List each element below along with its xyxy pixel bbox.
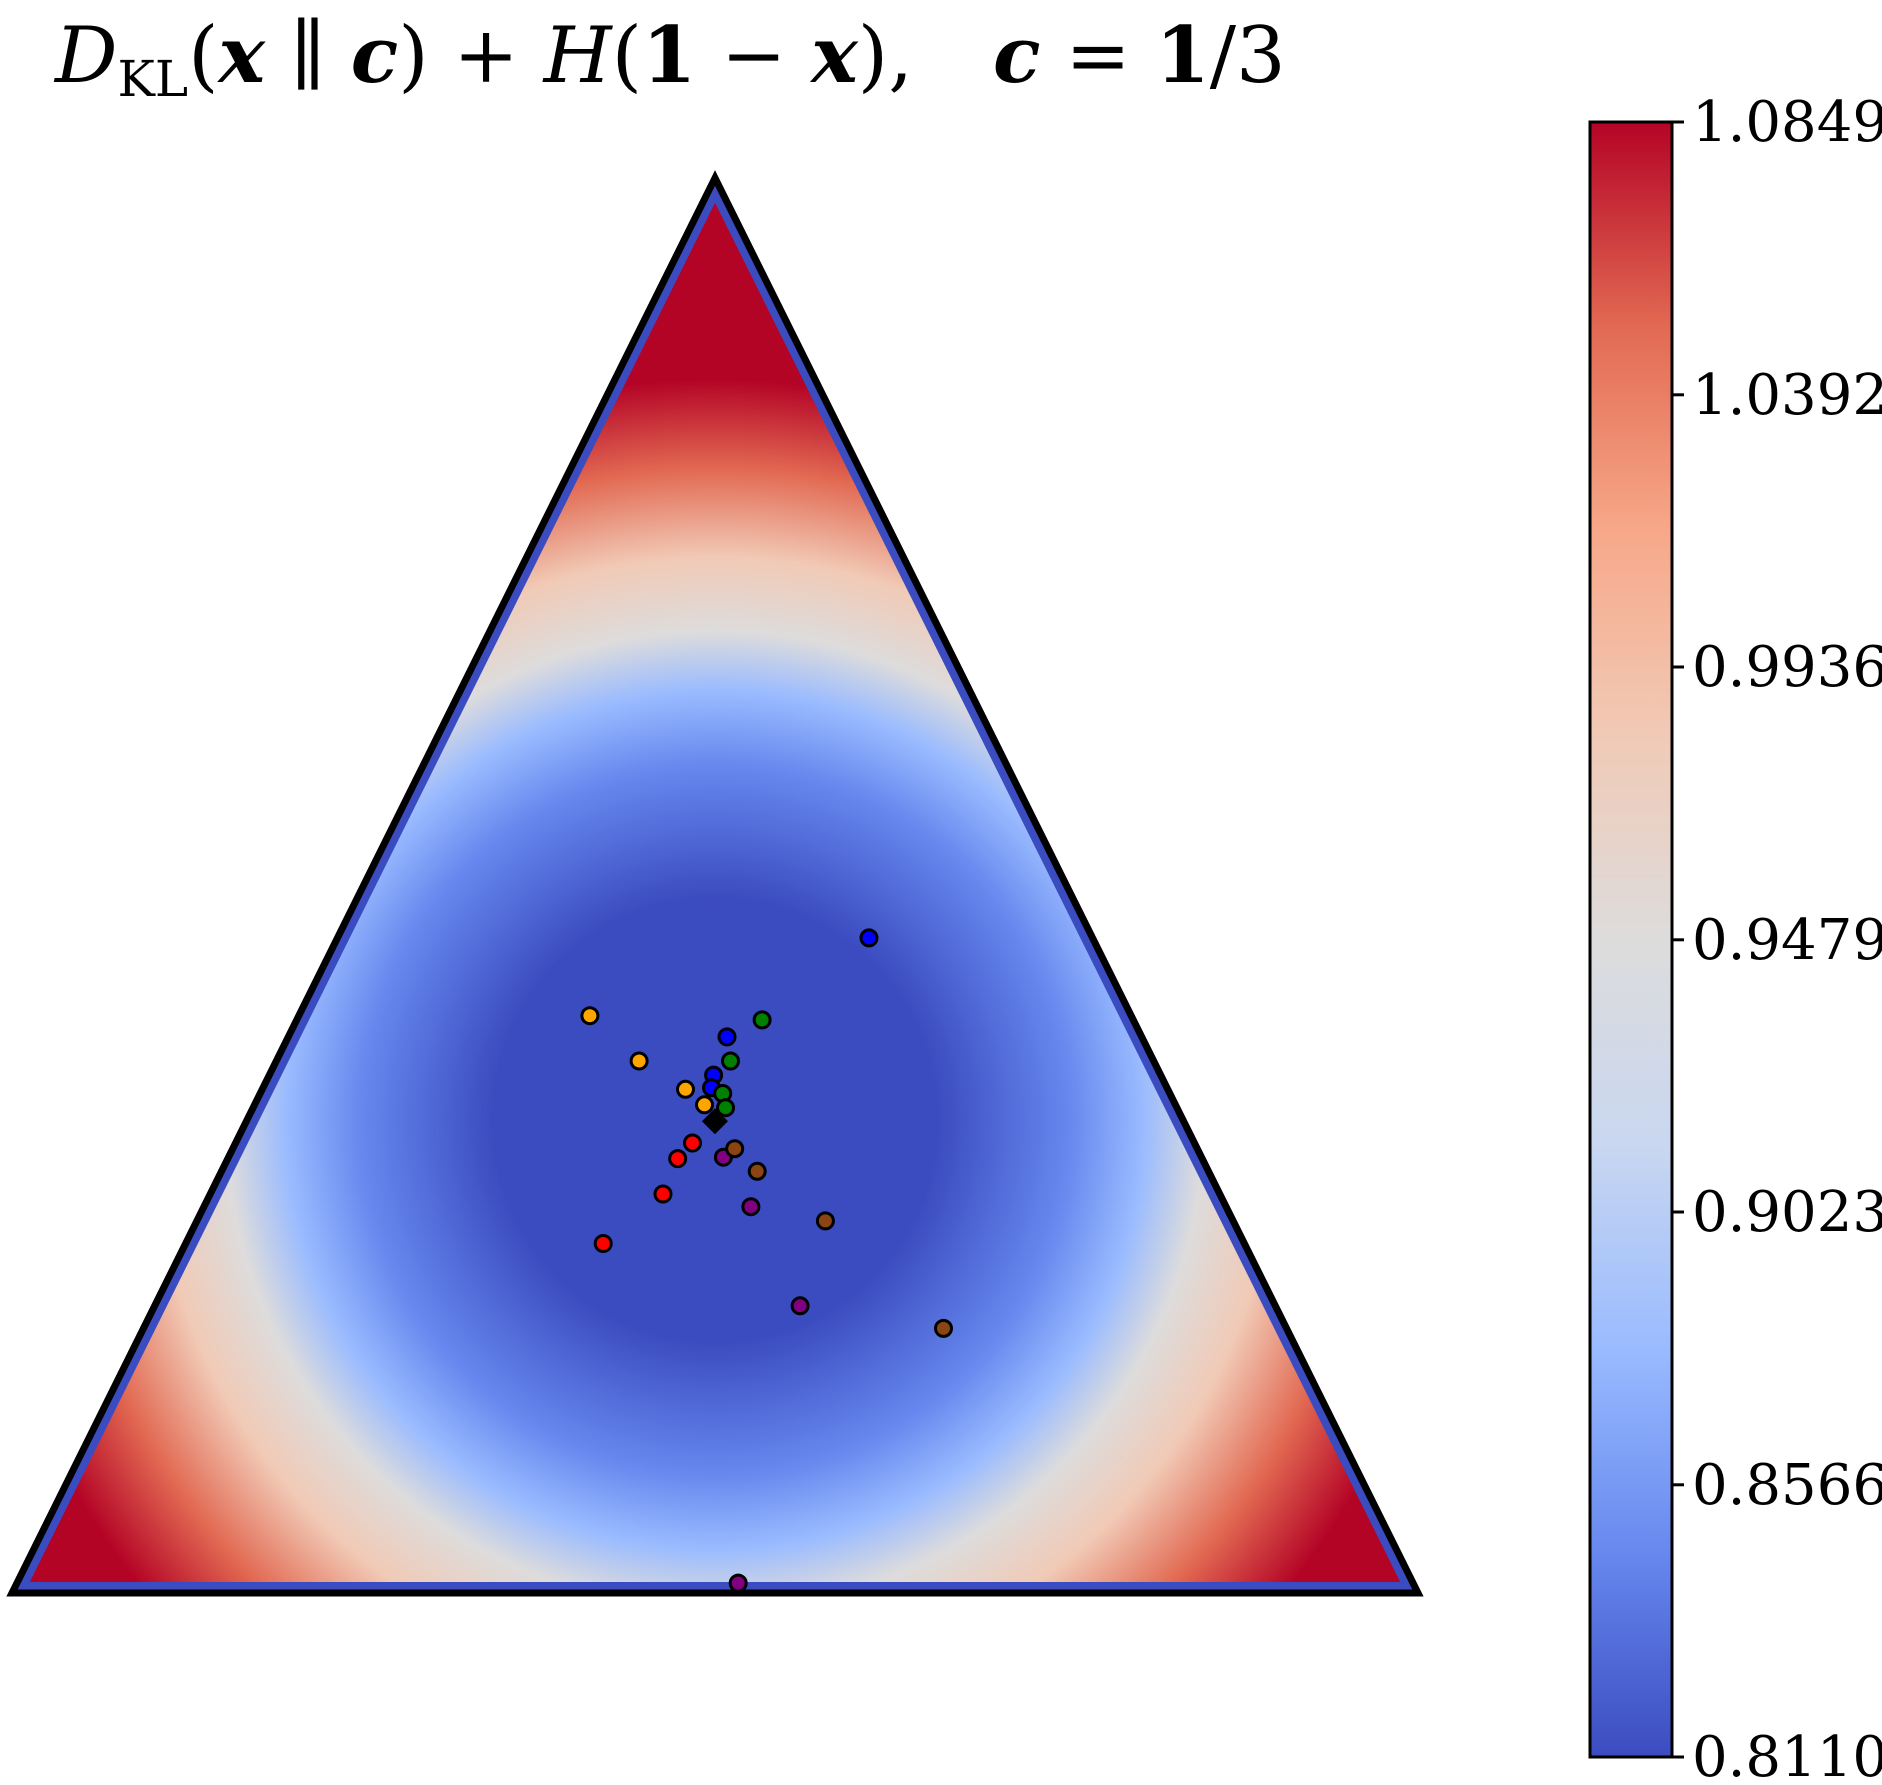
trajectory-4-point-0 bbox=[728, 1573, 748, 1593]
colorbar-tick-label-5: 1.0392 bbox=[1692, 363, 1882, 428]
trajectory-1-point-1 bbox=[629, 1051, 649, 1071]
colorbar-tick-label-3: 0.9479 bbox=[1692, 908, 1882, 973]
trajectory-1-point-2 bbox=[676, 1079, 695, 1099]
center-diamond-marker bbox=[701, 1108, 728, 1135]
trajectory-1-point-3 bbox=[695, 1095, 714, 1115]
trajectory-4-point-2 bbox=[741, 1197, 761, 1217]
trajectory-3-point-0 bbox=[593, 1234, 613, 1253]
trajectory-3-point-3 bbox=[683, 1133, 702, 1153]
colorbar: 0.8110 0.8566 0.9023 0.9479 0.9936 1.0392 1.08… bbox=[1588, 90, 1882, 1785]
colorbar-tick-label-1: 0.8566 bbox=[1692, 1453, 1882, 1518]
trajectory-5-point-3 bbox=[725, 1139, 745, 1159]
trajectory-1-point-0 bbox=[580, 1006, 600, 1026]
trajectory-5-point-0 bbox=[934, 1318, 953, 1338]
trajectory-2-point-0 bbox=[752, 1010, 772, 1030]
chart-title: DKL(x ∥ c) + H(1 − x), c = 1/3 bbox=[53, 10, 1286, 108]
trajectory-2-point-1 bbox=[721, 1051, 740, 1071]
trajectory-5-point-2 bbox=[747, 1161, 767, 1181]
trajectory-0-point-1 bbox=[717, 1027, 737, 1047]
colorbar-tick-label-0: 0.8110 bbox=[1692, 1725, 1882, 1785]
trajectory-2-point-3 bbox=[716, 1098, 735, 1118]
trajectory-3-point-2 bbox=[668, 1149, 688, 1169]
trajectory-points bbox=[580, 928, 953, 1593]
colorbar-ticks: 0.8110 0.8566 0.9023 0.9479 0.9936 1.0392 1.08… bbox=[1672, 90, 1882, 1785]
colorbar-tick-label-6: 1.0849 bbox=[1692, 90, 1882, 155]
trajectory-3-point-1 bbox=[653, 1184, 673, 1204]
heatmap-fill bbox=[12, 178, 1418, 1593]
colorbar-tick-label-4: 0.9936 bbox=[1692, 635, 1882, 700]
trajectory-0-point-0 bbox=[859, 928, 879, 948]
colorbar-gradient bbox=[1588, 120, 1674, 1759]
trajectory-4-point-1 bbox=[790, 1296, 810, 1316]
trajectory-5-point-1 bbox=[815, 1211, 835, 1231]
colorbar-tick-label-2: 0.9023 bbox=[1692, 1180, 1882, 1245]
simplex-border bbox=[6, 170, 1424, 1597]
simplex-plot-area bbox=[6, 170, 1424, 1597]
